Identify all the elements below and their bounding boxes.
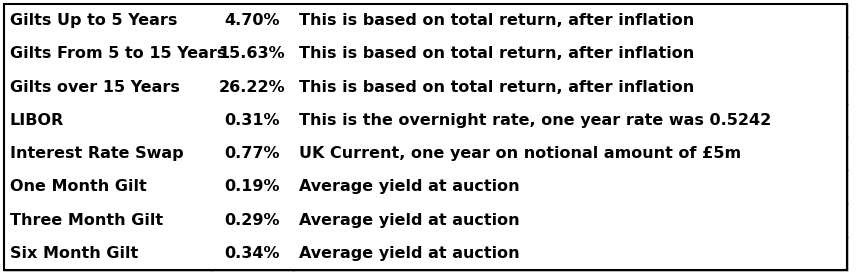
Text: Average yield at auction: Average yield at auction: [299, 213, 519, 228]
Text: This is the overnight rate, one year rate was 0.5242: This is the overnight rate, one year rat…: [299, 113, 771, 128]
Bar: [293, 204, 847, 237]
Bar: [211, 170, 293, 204]
Bar: [4, 204, 211, 237]
Bar: [4, 170, 211, 204]
Bar: [211, 237, 293, 270]
Text: 0.77%: 0.77%: [225, 146, 279, 161]
Bar: [4, 137, 211, 170]
Bar: [211, 70, 293, 104]
Text: 4.70%: 4.70%: [225, 13, 279, 28]
Text: Average yield at auction: Average yield at auction: [299, 179, 519, 194]
Bar: [4, 37, 211, 70]
Bar: [211, 204, 293, 237]
Bar: [293, 37, 847, 70]
Bar: [211, 4, 293, 37]
Text: 15.63%: 15.63%: [219, 46, 285, 61]
Bar: [293, 104, 847, 137]
Text: LIBOR: LIBOR: [10, 113, 64, 128]
Bar: [293, 4, 847, 37]
Text: Gilts From 5 to 15 Years: Gilts From 5 to 15 Years: [10, 46, 226, 61]
Text: 0.19%: 0.19%: [225, 179, 279, 194]
Bar: [211, 37, 293, 70]
Text: One Month Gilt: One Month Gilt: [10, 179, 147, 194]
Text: Gilts over 15 Years: Gilts over 15 Years: [10, 80, 180, 95]
Bar: [4, 104, 211, 137]
Bar: [293, 170, 847, 204]
Text: 26.22%: 26.22%: [219, 80, 285, 95]
Bar: [293, 70, 847, 104]
Text: 0.34%: 0.34%: [225, 246, 279, 261]
Bar: [211, 137, 293, 170]
Text: Gilts Up to 5 Years: Gilts Up to 5 Years: [10, 13, 177, 28]
Text: Six Month Gilt: Six Month Gilt: [10, 246, 138, 261]
Text: 0.29%: 0.29%: [225, 213, 279, 228]
Bar: [211, 104, 293, 137]
Text: Average yield at auction: Average yield at auction: [299, 246, 519, 261]
Text: UK Current, one year on notional amount of £5m: UK Current, one year on notional amount …: [299, 146, 741, 161]
Bar: [4, 70, 211, 104]
Bar: [4, 4, 211, 37]
Text: This is based on total return, after inflation: This is based on total return, after inf…: [299, 13, 694, 28]
Text: 0.31%: 0.31%: [225, 113, 279, 128]
Text: This is based on total return, after inflation: This is based on total return, after inf…: [299, 80, 694, 95]
Bar: [293, 137, 847, 170]
Text: Interest Rate Swap: Interest Rate Swap: [10, 146, 183, 161]
Bar: [4, 237, 211, 270]
Text: This is based on total return, after inflation: This is based on total return, after inf…: [299, 46, 694, 61]
Bar: [293, 237, 847, 270]
Text: Three Month Gilt: Three Month Gilt: [10, 213, 163, 228]
